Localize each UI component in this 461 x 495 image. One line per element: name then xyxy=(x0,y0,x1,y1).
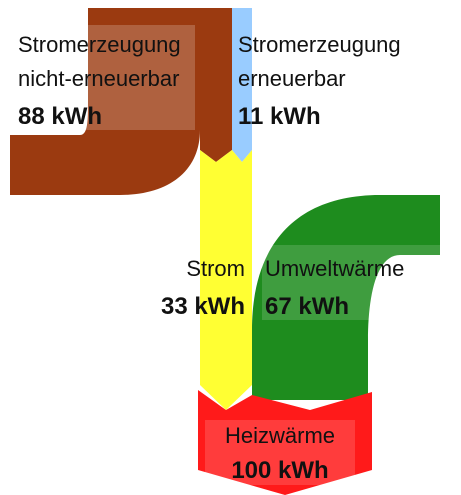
node-value: 33 kWh xyxy=(161,293,245,320)
node-label: Strom xyxy=(186,256,245,281)
node-value: 11 kWh xyxy=(238,103,321,130)
flow-heat xyxy=(198,390,372,495)
node-value: 100 kWh xyxy=(231,457,328,484)
node-label: erneuerbar xyxy=(238,66,346,91)
node-label: Stromerzeugung xyxy=(18,32,181,57)
node-value: 67 kWh xyxy=(265,293,349,320)
node-label: nicht-erneuerbar xyxy=(18,66,179,91)
flow-electricity xyxy=(200,150,252,410)
label-box xyxy=(205,420,355,485)
flow-ambient-heat xyxy=(252,195,440,400)
label-box xyxy=(262,245,442,320)
flow-renewable xyxy=(232,8,252,162)
node-value: 88 kWh xyxy=(18,103,102,130)
label-box xyxy=(15,25,195,130)
node-label: Heizwärme xyxy=(225,423,335,448)
node-label: Stromerzeugung xyxy=(238,32,401,57)
node-label: Umweltwärme xyxy=(265,256,404,281)
flow-non-renewable xyxy=(10,8,232,195)
